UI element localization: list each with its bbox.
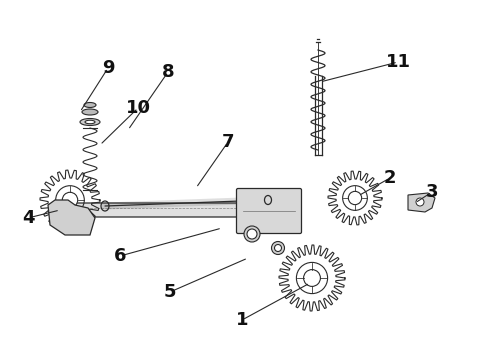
- Circle shape: [62, 192, 78, 208]
- Circle shape: [304, 270, 320, 287]
- Text: 9: 9: [102, 59, 114, 77]
- Circle shape: [348, 192, 362, 204]
- Polygon shape: [328, 171, 382, 225]
- Text: 7: 7: [222, 133, 234, 151]
- Text: 11: 11: [386, 53, 411, 71]
- Polygon shape: [48, 200, 95, 235]
- Text: 2: 2: [384, 169, 396, 187]
- Polygon shape: [40, 170, 100, 230]
- Polygon shape: [279, 245, 345, 311]
- FancyBboxPatch shape: [67, 203, 279, 217]
- Ellipse shape: [244, 226, 260, 242]
- Text: 8: 8: [162, 63, 174, 81]
- Ellipse shape: [274, 244, 281, 252]
- Ellipse shape: [84, 103, 96, 108]
- Text: 10: 10: [125, 99, 150, 117]
- Circle shape: [416, 198, 424, 206]
- Ellipse shape: [80, 118, 100, 126]
- Text: 3: 3: [426, 183, 438, 201]
- Text: 4: 4: [22, 209, 34, 227]
- Polygon shape: [408, 193, 435, 212]
- Ellipse shape: [247, 229, 257, 239]
- FancyBboxPatch shape: [237, 189, 301, 234]
- Ellipse shape: [271, 242, 285, 255]
- Text: 6: 6: [114, 247, 126, 265]
- Ellipse shape: [85, 120, 95, 124]
- Ellipse shape: [82, 109, 98, 115]
- Text: 1: 1: [236, 311, 248, 329]
- Text: 5: 5: [164, 283, 176, 301]
